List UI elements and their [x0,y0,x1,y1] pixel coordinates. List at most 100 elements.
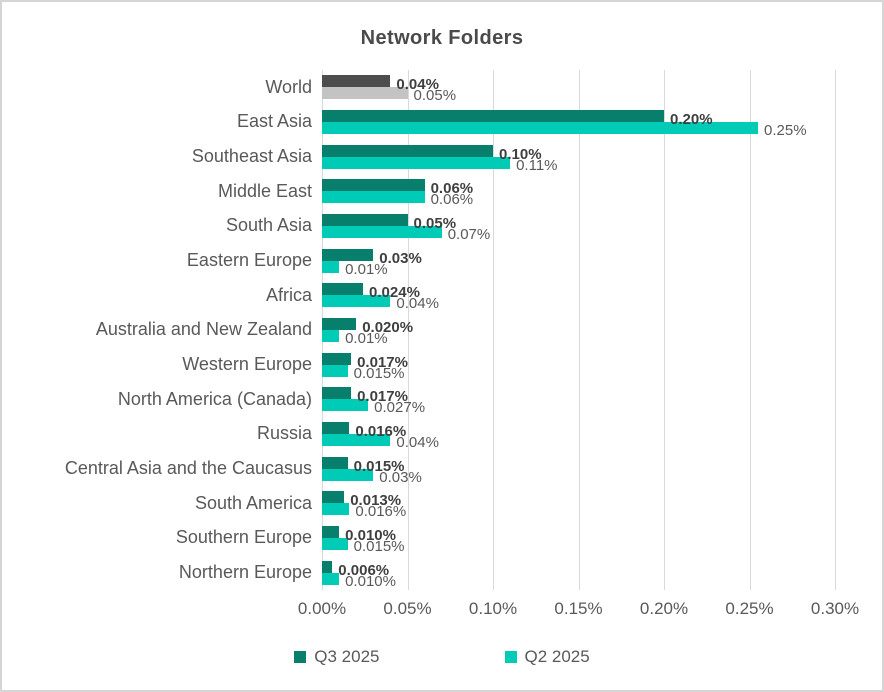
q3-barline: 0.05% [322,213,842,231]
gridline [578,70,580,590]
q2-value-label: 0.05% [413,87,457,105]
bar-group: 0.10% 0.11% [322,139,842,174]
q2-barline: 0.010% [322,572,842,590]
q3-barline: 0.10% [322,144,842,162]
x-tick-label: 0.00% [297,599,347,618]
q2-barline: 0.01% [322,329,842,346]
category-label: World [265,76,312,97]
q2-bar [322,121,759,134]
q3-bar [322,109,664,122]
q2-bar [322,537,348,550]
chart-row: Southern Europe 0.010% 0.015% [22,521,862,556]
q3-bar [322,525,340,538]
q3-barline: 0.20% [322,109,842,127]
chart-row: World 0.04% 0.05% [22,70,862,105]
bar-rows-container: World 0.04% 0.05% East Asia 0.20% 0.25% Southe… [22,70,862,590]
category-label: Southeast Asia [191,146,312,167]
q3-value-label: 0.024% [369,284,420,302]
q3-barline: 0.016% [322,421,842,439]
q2-value-label: 0.015% [353,364,405,382]
q2-barline: 0.11% [322,156,842,173]
q3-bar [322,456,348,469]
q2-barline: 0.016% [322,503,842,521]
category-label: Northern Europe [178,562,312,583]
q3-value-label: 0.016% [355,422,407,440]
x-tick-label: 0.20% [639,599,689,618]
q3-barline: 0.017% [322,387,842,404]
q3-bar [322,491,345,504]
q2-barline: 0.04% [322,433,842,450]
q2-value-label: 0.04% [396,295,439,313]
category-label: Central Asia and the Caucasus [64,458,312,479]
q3-value-label: 0.04% [396,76,439,94]
q2-value-label: 0.07% [447,225,491,243]
q2-value-label: 0.016% [355,503,407,521]
q2-barline: 0.03% [322,468,842,485]
q2-barline: 0.015% [322,364,842,382]
category-label: Middle East [217,180,312,201]
q2-bar [322,260,340,273]
legend-swatch-icon [504,651,517,663]
x-tick-label: 0.05% [383,599,432,618]
q3-bar [322,283,364,296]
q3-value-label: 0.10% [499,145,542,163]
q3-value-label: 0.017% [357,353,408,371]
q3-barline: 0.06% [322,179,842,196]
chart-row: Southeast Asia 0.10% 0.11% [22,139,862,174]
bar-group: 0.20% 0.25% [322,105,842,140]
q2-value-label: 0.06% [430,191,474,209]
bar-group: 0.016% 0.04% [322,417,842,452]
x-tick-label: 0.30% [810,599,860,618]
legend: Q3 2025 Q2 2025 [2,647,882,667]
gridline [493,70,494,590]
q3-value-label: 0.015% [353,457,405,475]
q2-barline: 0.04% [322,295,842,313]
q2-barline: 0.07% [322,225,842,243]
q2-bar [322,364,348,377]
q2-value-label: 0.01% [345,260,388,278]
q2-barline: 0.015% [322,537,842,554]
q2-barline: 0.06% [322,191,842,209]
category-label: North America (Canada) [117,388,312,409]
q3-barline: 0.03% [322,248,842,266]
q3-value-label: 0.017% [357,388,408,406]
x-tick-label: 0.15% [554,599,603,618]
q3-barline: 0.020% [322,317,842,335]
bar-group: 0.010% 0.015% [322,521,842,556]
chart-row: East Asia 0.20% 0.25% [22,105,862,140]
q2-bar [322,433,391,446]
category-label: Russia [256,423,312,444]
q3-barline: 0.015% [322,456,842,474]
q3-barline: 0.006% [322,560,842,578]
q2-bar [322,156,511,169]
bar-group: 0.013% 0.016% [322,486,842,521]
legend-label: Q3 2025 [314,647,380,666]
q3-value-label: 0.010% [345,526,396,544]
legend-item: Q3 2025 [294,647,380,667]
q3-bar [322,352,352,365]
x-tick-label: 0.25% [725,599,774,618]
category-label: Eastern Europe [186,250,312,271]
chart-row: South Asia 0.05% 0.07% [22,209,862,244]
q2-value-label: 0.010% [345,572,396,590]
legend-swatch-icon [294,651,307,663]
bar-group: 0.006% 0.010% [322,555,842,590]
gridline [835,70,836,590]
bar-group: 0.017% 0.015% [322,347,842,382]
q3-value-label: 0.020% [362,318,414,336]
chart-row: Russia 0.016% 0.04% [22,417,862,452]
q3-barline: 0.04% [322,75,842,92]
q2-value-label: 0.027% [374,399,426,417]
q3-value-label: 0.06% [430,180,474,198]
chart-row: Middle East 0.06% 0.06% [22,174,862,209]
q3-bar [322,387,352,400]
q3-value-label: 0.20% [670,110,713,128]
gridline [407,70,409,590]
x-axis: 0.00% 0.05% 0.10% 0.15% 0.20% 0.25% 0.30% [298,599,859,621]
q3-bar [322,421,350,434]
chart-row: North America (Canada) 0.017% 0.027% [22,382,862,417]
chart-row: Eastern Europe 0.03% 0.01% [22,243,862,278]
bar-group: 0.017% 0.027% [322,382,842,417]
chart-row: Africa 0.024% 0.04% [22,278,862,313]
category-label: South America [194,492,312,513]
